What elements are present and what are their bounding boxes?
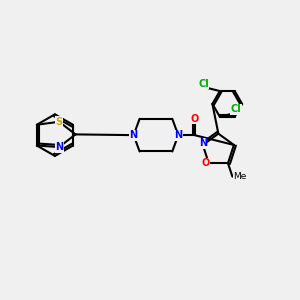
Text: O: O [190, 114, 199, 124]
Text: N: N [130, 130, 138, 140]
Text: O: O [202, 158, 210, 168]
Text: Cl: Cl [198, 79, 209, 88]
Text: N: N [55, 142, 63, 152]
Text: Cl: Cl [231, 104, 242, 114]
Text: N: N [199, 139, 207, 148]
Text: Me: Me [233, 172, 247, 181]
Text: S: S [56, 117, 63, 127]
Text: N: N [174, 130, 182, 140]
